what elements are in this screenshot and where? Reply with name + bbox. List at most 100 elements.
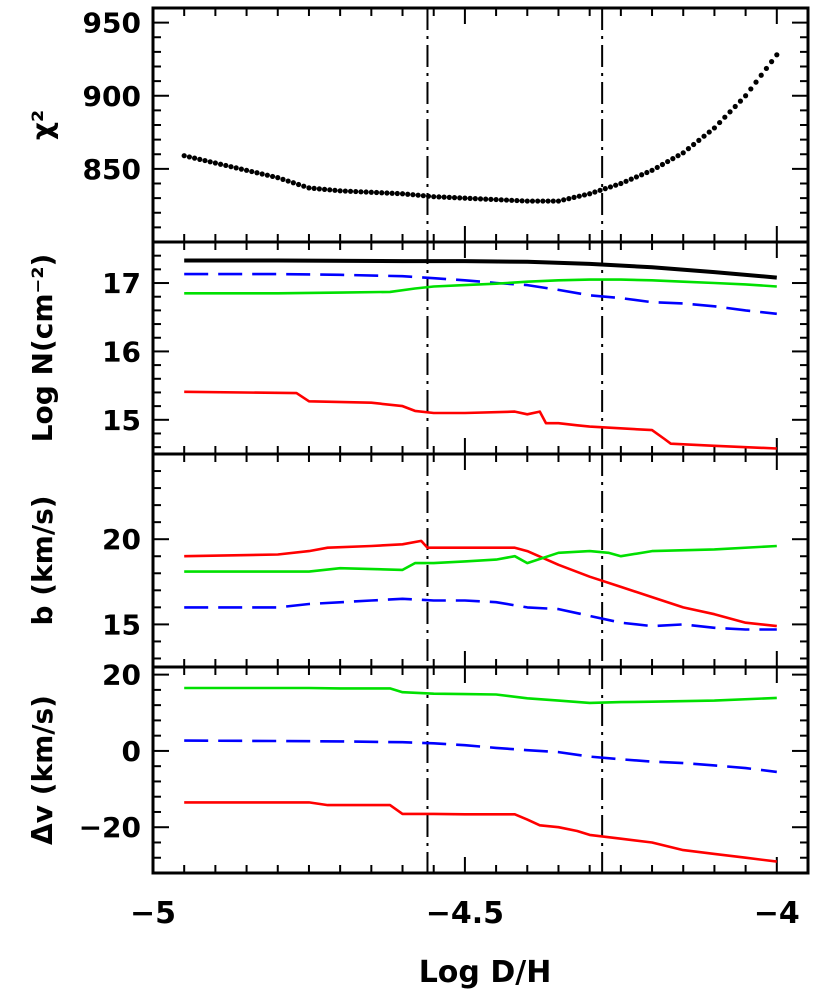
data-point bbox=[691, 141, 697, 148]
y-tick-label: 0 bbox=[122, 735, 141, 768]
data-point bbox=[665, 158, 671, 165]
y-axis-label: b (km/s) bbox=[26, 495, 59, 625]
data-point bbox=[373, 189, 380, 196]
x-tick-label: −4 bbox=[754, 896, 800, 931]
data-point bbox=[389, 190, 395, 196]
data-point bbox=[290, 180, 296, 186]
data-point bbox=[342, 188, 348, 194]
y-axis-label: χ² bbox=[26, 110, 59, 140]
data-point bbox=[561, 197, 567, 203]
x-axis-label: Log D/H bbox=[419, 955, 552, 990]
data-point bbox=[483, 196, 489, 202]
data-point bbox=[706, 129, 712, 135]
y-tick-label: 950 bbox=[83, 7, 141, 40]
data-point bbox=[524, 198, 530, 204]
data-point bbox=[623, 178, 629, 184]
data-point bbox=[576, 193, 582, 199]
data-point bbox=[217, 161, 224, 167]
panels: 850 900 950 χ² 15 16 17 Log N(cm⁻²) 15 20 b (km/s)… bbox=[26, 6, 810, 931]
data-point bbox=[462, 195, 468, 201]
data-point bbox=[259, 171, 265, 177]
data-point bbox=[223, 162, 229, 169]
data-point bbox=[659, 161, 666, 168]
data-point bbox=[602, 186, 608, 192]
data-point bbox=[727, 109, 733, 115]
panel-2: 15 16 17 Log N(cm⁻²) bbox=[26, 240, 810, 456]
y-tick-label: 17 bbox=[102, 267, 141, 300]
data-point bbox=[295, 181, 302, 188]
series-line-green bbox=[184, 278, 777, 295]
data-point bbox=[399, 191, 406, 197]
data-point bbox=[774, 52, 780, 58]
data-point bbox=[758, 72, 764, 78]
data-point bbox=[446, 194, 452, 200]
data-point bbox=[717, 119, 723, 126]
data-point bbox=[379, 190, 385, 196]
data-point bbox=[368, 189, 374, 195]
series-line-blue bbox=[184, 272, 777, 316]
data-point bbox=[264, 172, 270, 178]
data-point bbox=[737, 98, 744, 104]
data-point bbox=[186, 154, 192, 160]
data-point bbox=[280, 176, 286, 182]
data-point bbox=[566, 196, 572, 202]
data-point bbox=[639, 172, 645, 178]
data-point bbox=[394, 190, 400, 197]
data-point bbox=[633, 174, 640, 180]
data-point bbox=[753, 79, 759, 85]
series-line-blue bbox=[184, 597, 777, 631]
data-point bbox=[415, 192, 421, 198]
series-line-green bbox=[184, 544, 777, 573]
data-point bbox=[503, 197, 510, 203]
data-point bbox=[327, 187, 333, 193]
data-point bbox=[212, 160, 218, 166]
data-point bbox=[711, 125, 718, 131]
y-tick-label: 15 bbox=[102, 404, 141, 437]
data-point bbox=[654, 164, 660, 171]
data-point bbox=[436, 194, 442, 200]
data-point bbox=[519, 198, 525, 204]
y-axis-label: Log N(cm⁻²) bbox=[26, 254, 59, 443]
y-tick-label: 16 bbox=[102, 335, 141, 368]
series-line-black bbox=[184, 258, 777, 280]
data-point bbox=[431, 194, 437, 200]
data-point bbox=[321, 186, 328, 192]
data-point bbox=[254, 170, 260, 176]
data-point bbox=[228, 164, 234, 170]
data-point bbox=[410, 192, 416, 198]
x-tick-label: −5 bbox=[130, 896, 176, 931]
data-point bbox=[358, 189, 364, 195]
data-point bbox=[763, 65, 770, 72]
y-axis-label: Δv (km/s) bbox=[26, 695, 59, 845]
y-tick-label: 20 bbox=[102, 523, 141, 556]
panel-4: −20 0 20 Δv (km/s) bbox=[26, 659, 810, 875]
series-line-red bbox=[184, 801, 777, 863]
data-point bbox=[243, 167, 250, 173]
data-point bbox=[769, 59, 775, 65]
data-point bbox=[597, 187, 603, 193]
data-point bbox=[488, 196, 494, 202]
data-point bbox=[535, 198, 541, 204]
data-point bbox=[197, 156, 203, 162]
data-point bbox=[732, 103, 738, 110]
data-point bbox=[420, 193, 426, 199]
y-tick-label: 15 bbox=[102, 608, 141, 641]
series-line-red bbox=[184, 539, 777, 628]
data-point bbox=[644, 169, 650, 176]
data-point bbox=[233, 165, 239, 171]
data-point bbox=[275, 175, 281, 181]
panel-3: 15 20 b (km/s) bbox=[26, 452, 810, 669]
data-point bbox=[202, 157, 208, 164]
data-point bbox=[509, 197, 515, 203]
data-point bbox=[207, 159, 213, 165]
data-point bbox=[529, 198, 536, 204]
data-point bbox=[301, 183, 307, 189]
y-tick-label: −20 bbox=[79, 811, 141, 844]
data-point bbox=[670, 156, 676, 162]
data-point bbox=[581, 192, 588, 198]
data-point bbox=[384, 190, 390, 196]
data-point bbox=[571, 194, 577, 200]
data-point bbox=[477, 196, 484, 202]
data-point bbox=[555, 198, 562, 204]
